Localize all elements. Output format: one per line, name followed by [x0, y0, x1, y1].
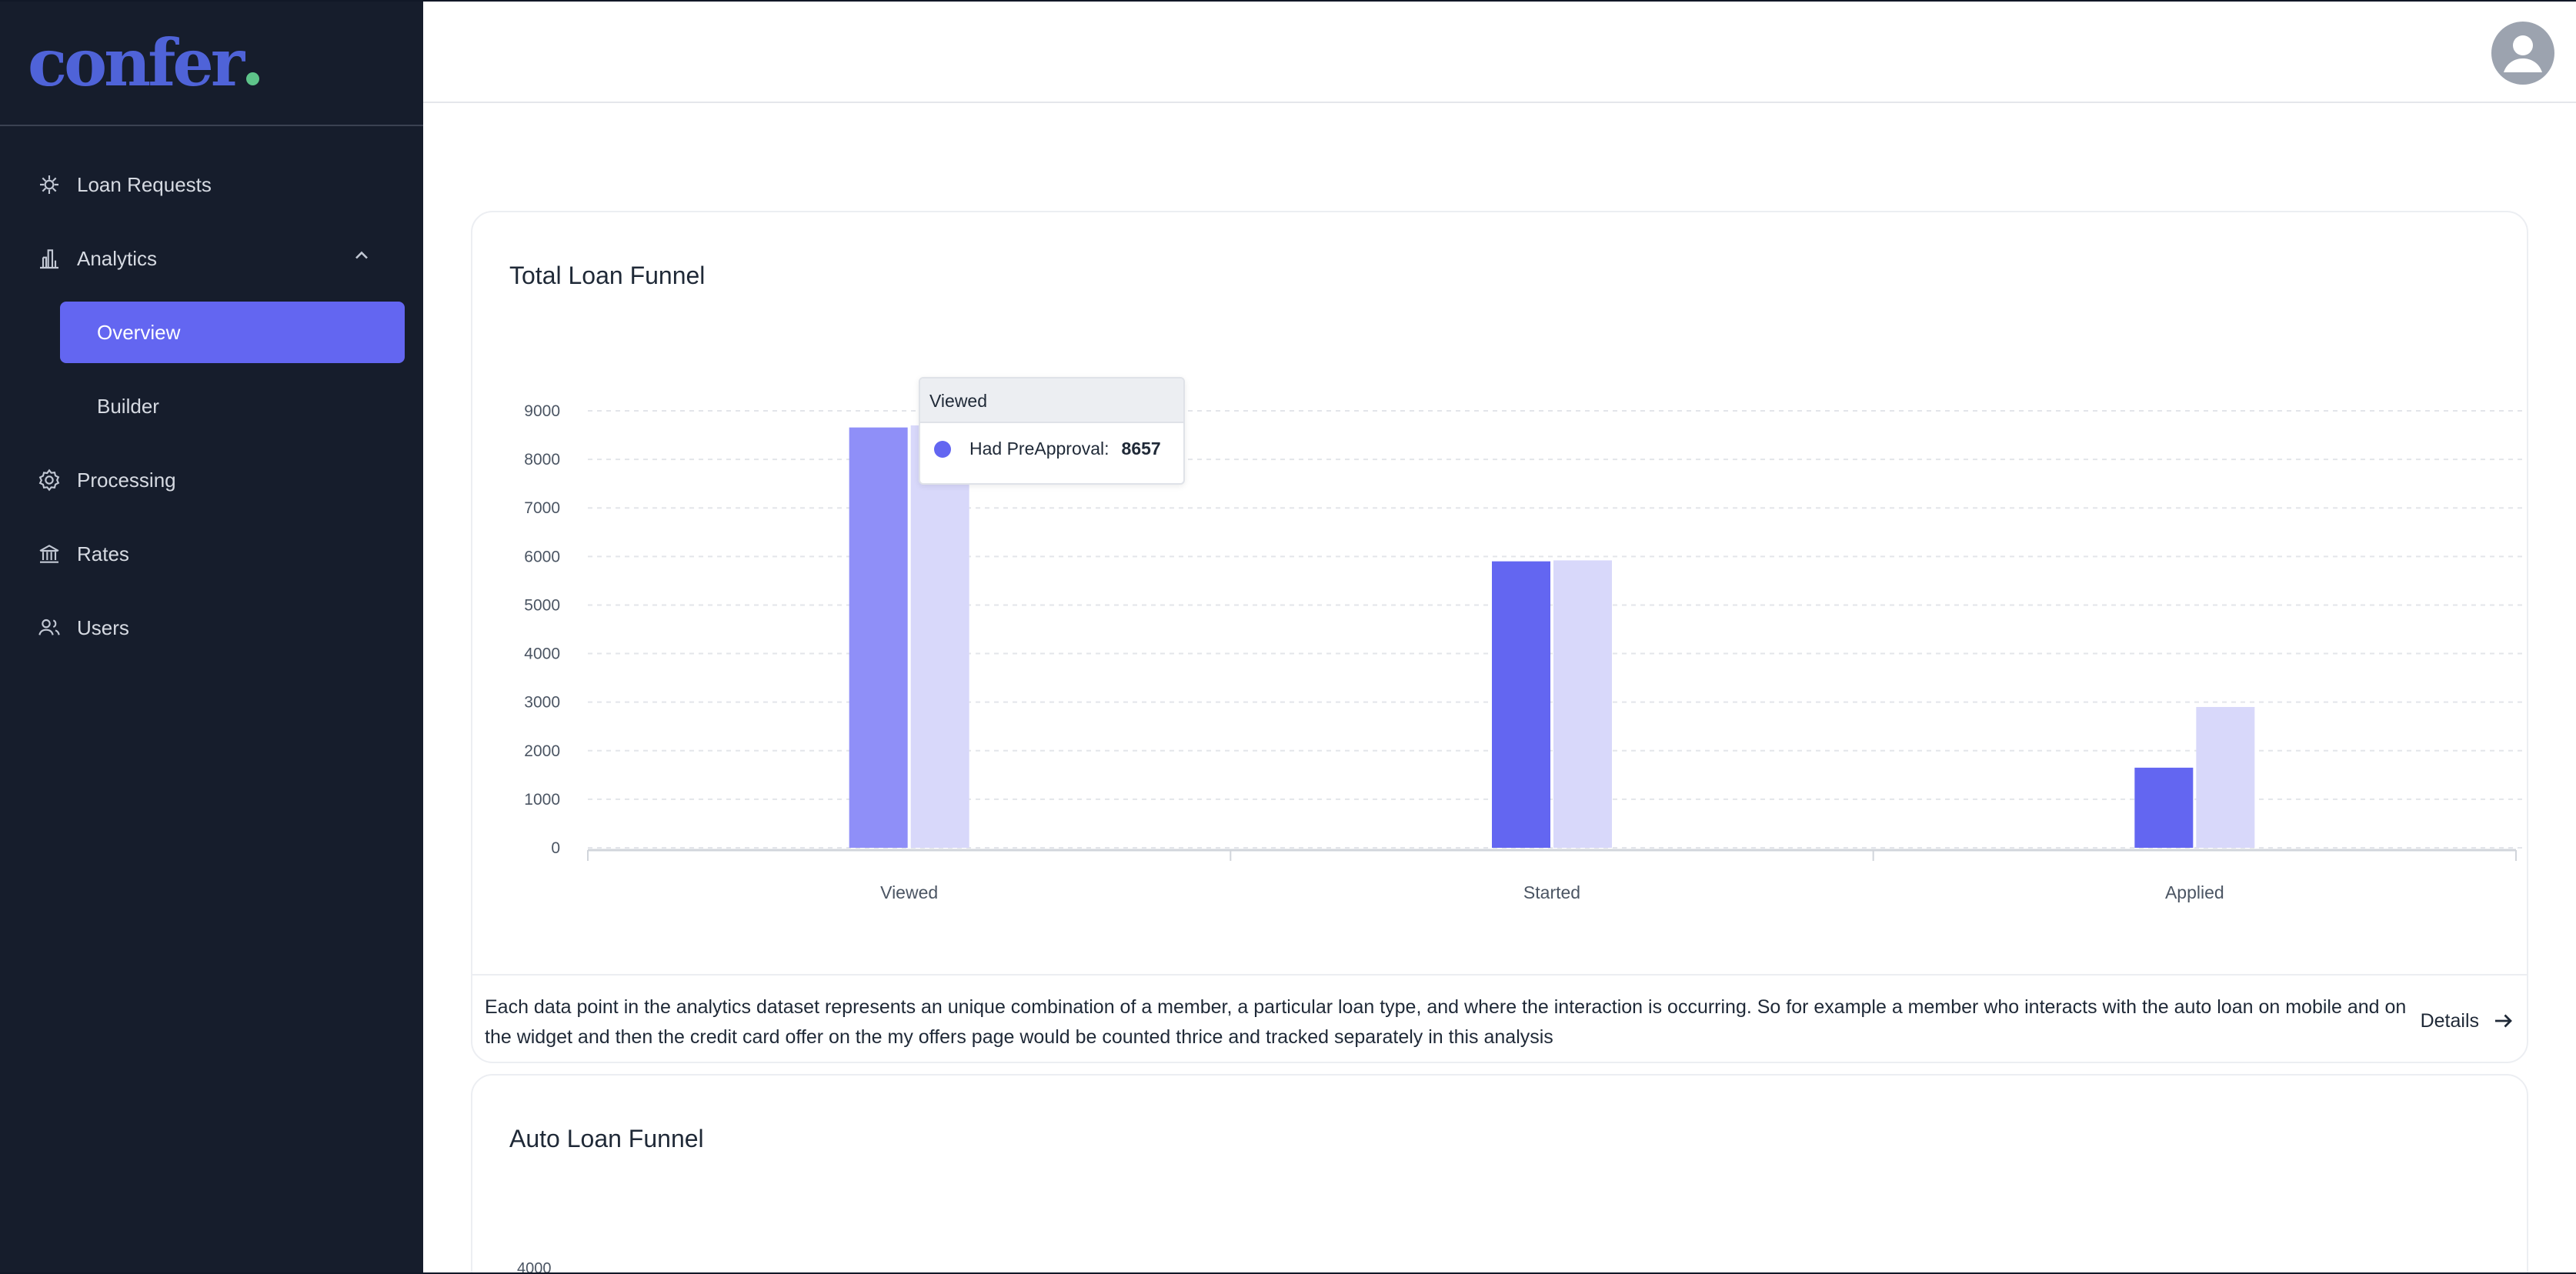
- avatar[interactable]: [2491, 22, 2554, 85]
- details-link[interactable]: Details: [2421, 1009, 2514, 1032]
- total-loan-funnel-chart: 0 1000 2000 3000 4000 5000 6000 7000 8000 9000 Vie…: [524, 402, 2527, 902]
- y-tick-label: 2000: [524, 742, 560, 760]
- logo[interactable]: confer: [28, 31, 260, 95]
- arrow-right-icon: [2495, 1014, 2512, 1028]
- bar: [1492, 561, 1550, 848]
- x-tick-label: Applied: [2165, 882, 2224, 902]
- y-tick-label: 1000: [524, 791, 560, 809]
- analytics-icon: [40, 249, 58, 269]
- tooltip-value: 8657: [1121, 439, 1161, 459]
- loan-requests-icon: [40, 175, 58, 194]
- logo-area: confer: [0, 2, 423, 126]
- y-tick-label: 4000: [517, 1260, 552, 1272]
- tooltip-series-dot: [934, 440, 951, 458]
- y-tick-label: 9000: [524, 402, 560, 420]
- y-tick-label: 5000: [524, 596, 560, 614]
- bar: [1553, 560, 1612, 848]
- bar: [910, 425, 969, 848]
- y-tick-label: 6000: [524, 548, 560, 565]
- sidebar-subitem-overview[interactable]: Overview: [60, 302, 405, 363]
- y-tick-label: 0: [551, 839, 560, 857]
- user-avatar-icon: [2504, 35, 2542, 72]
- logo-dot: [246, 72, 260, 85]
- bar: [2134, 767, 2194, 848]
- tooltip-series-label: Had PreApproval:: [969, 439, 1109, 459]
- tooltip-title: Viewed: [920, 379, 1183, 423]
- sidebar-item-rates[interactable]: Rates: [0, 517, 423, 591]
- card-title: Auto Loan Funnel: [509, 1125, 704, 1152]
- rates-icon: [39, 545, 59, 563]
- sidebar: confer Loan Requests Analytics Overview …: [0, 2, 423, 1272]
- sidebar-item-loan-requests[interactable]: Loan Requests: [0, 148, 423, 222]
- card-footer: Each data point in the analytics dataset…: [472, 974, 2527, 1063]
- chevron-up-icon[interactable]: [351, 245, 372, 266]
- sidebar-item-label: Users: [77, 615, 129, 639]
- x-tick-label: Viewed: [880, 882, 938, 902]
- sidebar-nav: Loan Requests Analytics Overview Builder…: [0, 126, 423, 665]
- y-tick-label: 7000: [524, 499, 560, 517]
- sidebar-subitem-builder[interactable]: Builder: [0, 369, 423, 443]
- top-bar: [423, 2, 2576, 103]
- logo-text: confer: [28, 25, 245, 101]
- y-tick-label: 4000: [524, 645, 560, 663]
- processing-icon: [38, 469, 60, 492]
- x-tick-label: Started: [1523, 882, 1580, 902]
- users-icon: [38, 619, 60, 635]
- sidebar-subitem-label: Overview: [97, 320, 181, 344]
- details-label: Details: [2420, 1009, 2479, 1032]
- y-tick-label: 3000: [524, 694, 560, 712]
- sidebar-item-users[interactable]: Users: [0, 591, 423, 665]
- auto-loan-funnel-card: Auto Loan Funnel 4000: [471, 1074, 2528, 1272]
- chart-tooltip: Viewed Had PreApproval: 8657: [919, 377, 1185, 485]
- total-loan-funnel-card: Total Loan Funnel 0 1000 2000 3000 4000 5000 6…: [471, 211, 2528, 1063]
- sidebar-item-label: Loan Requests: [77, 172, 212, 196]
- analytics-note: Each data point in the analytics dataset…: [485, 996, 2407, 1048]
- sidebar-item-analytics[interactable]: Analytics: [0, 222, 423, 295]
- card-title: Total Loan Funnel: [509, 262, 706, 289]
- sidebar-item-label: Rates: [77, 542, 129, 565]
- y-tick-label: 8000: [524, 451, 560, 469]
- main-content: Total Loan Funnel 0 1000 2000 3000 4000 5000 6…: [423, 2, 2576, 1272]
- sidebar-item-label: Processing: [77, 468, 176, 492]
- bar: [2196, 706, 2255, 848]
- bar: [849, 427, 908, 848]
- sidebar-item-label: Analytics: [77, 246, 158, 270]
- sidebar-subitem-label: Builder: [97, 394, 159, 418]
- sidebar-item-processing[interactable]: Processing: [0, 443, 423, 517]
- tooltip-row: Had PreApproval: 8657: [920, 423, 1183, 475]
